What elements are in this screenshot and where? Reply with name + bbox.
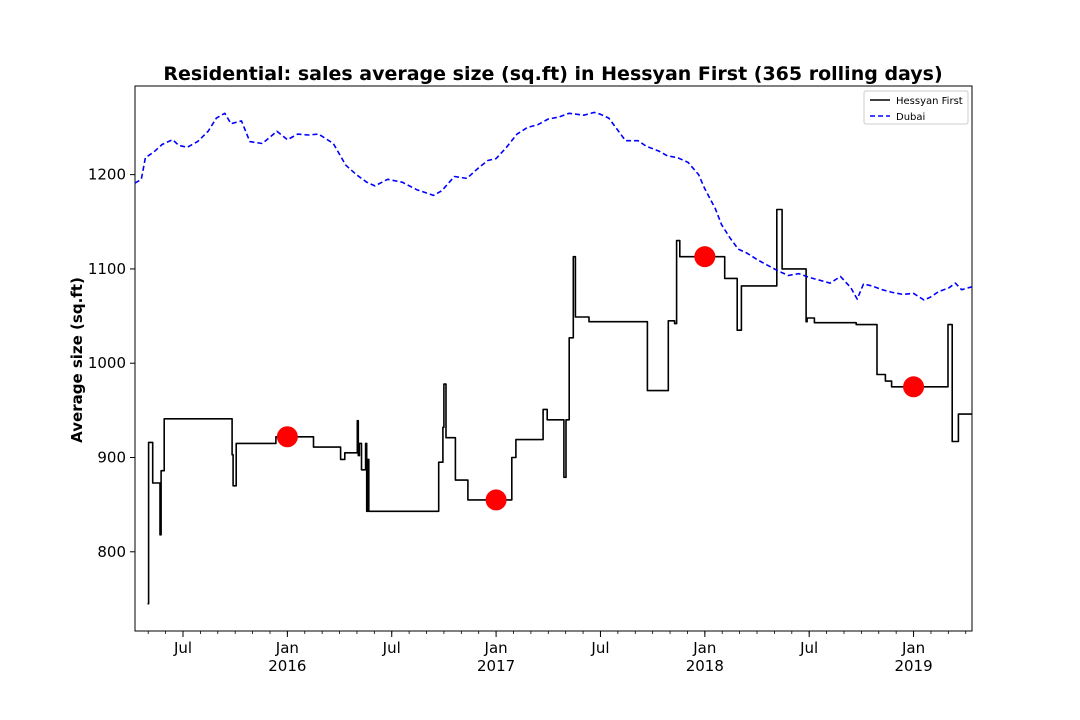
x-tick-label: Jul [590, 639, 609, 657]
y-tick-label: 900 [97, 449, 126, 467]
x-tick-label: Jan [275, 639, 299, 657]
x-tick-label: Jan [484, 639, 508, 657]
series-line-dubai [134, 111, 973, 301]
y-axis-label: Average size (sq.ft) [68, 277, 86, 443]
x-tick-label: Jul [799, 639, 818, 657]
x-tick-label: Jan [901, 639, 925, 657]
plot-area-frame [134, 85, 973, 632]
series-group [134, 111, 973, 605]
x-tick-label: Jul [382, 639, 401, 657]
highlight-marker [694, 246, 716, 268]
y-tick-label: 800 [97, 543, 126, 561]
series-line-hessyan-first [147, 208, 972, 605]
markers-group [276, 246, 925, 511]
y-tick-label: 1100 [88, 260, 126, 278]
legend-label-hessyan-first: Hessyan First [896, 96, 963, 107]
x-tick-year-label: 2016 [268, 657, 306, 675]
chart-title: Residential: sales average size (sq.ft) … [163, 63, 942, 85]
legend-label-dubai: Dubai [896, 112, 925, 123]
y-tick-label: 1200 [88, 166, 126, 184]
legend: Hessyan First Dubai [863, 90, 969, 125]
highlight-marker [485, 489, 507, 511]
x-tick-year-label: 2017 [477, 657, 515, 675]
highlight-marker [276, 426, 298, 448]
x-tick-label: Jan [692, 639, 716, 657]
x-tick-year-label: 2019 [894, 657, 932, 675]
x-tick-year-label: 2018 [686, 657, 724, 675]
highlight-marker [903, 376, 925, 398]
x-tick-label: Jul [173, 639, 192, 657]
y-tick-label: 1000 [88, 354, 126, 372]
